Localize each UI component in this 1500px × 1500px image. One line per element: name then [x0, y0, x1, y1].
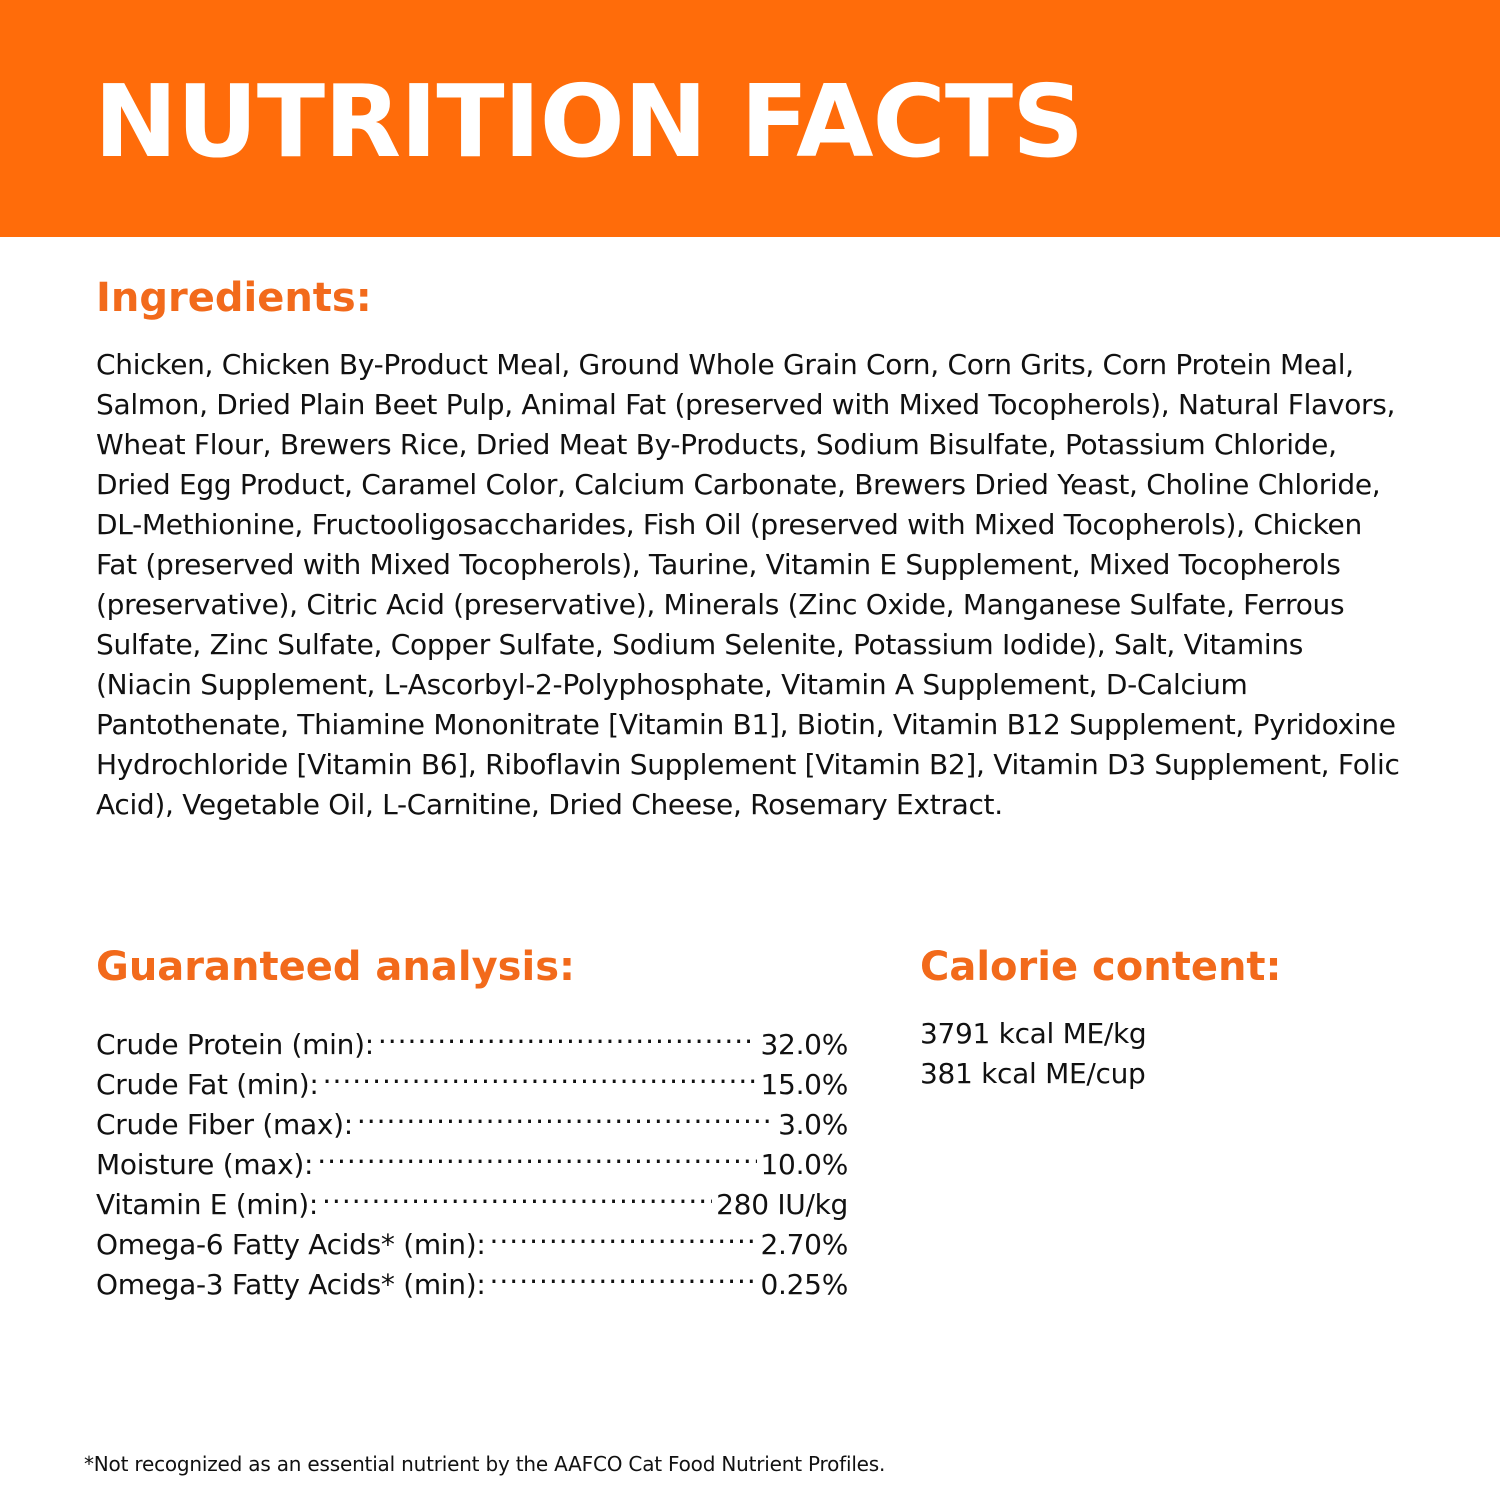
header-banner: NUTRITION FACTS [0, 0, 1500, 237]
analysis-label: Omega-6 Fatty Acids* (min): [96, 1228, 486, 1261]
analysis-row: Crude Fat (min): 15.0% [96, 1054, 848, 1101]
calorie-content-heading: Calorie content: [920, 944, 1282, 990]
analysis-label: Moisture (max): [96, 1148, 314, 1181]
dot-leader [357, 1094, 774, 1134]
analysis-label: Crude Fat (min): [96, 1068, 319, 1101]
analysis-row: Moisture (max): 10.0% [96, 1134, 848, 1181]
footnote: *Not recognized as an essential nutrient… [84, 1452, 886, 1476]
ingredients-text: Chicken, Chicken By-Product Meal, Ground… [96, 348, 1400, 821]
calorie-content-list: 3791 kcal ME/kg 381 kcal ME/cup [920, 1014, 1147, 1094]
analysis-label: Crude Fiber (max): [96, 1108, 353, 1141]
ingredients-heading: Ingredients: [96, 275, 372, 321]
analysis-row: Vitamin E (min): 280 IU/kg [96, 1174, 848, 1221]
dot-leader [323, 1054, 757, 1094]
analysis-value: 3.0% [778, 1108, 848, 1141]
analysis-value: 0.25% [760, 1268, 849, 1301]
page-title: NUTRITION FACTS [94, 63, 1084, 180]
guaranteed-analysis-list: Crude Protein (min): 32.0% Crude Fat (mi… [96, 1014, 848, 1301]
dot-leader [378, 1014, 757, 1054]
analysis-row: Crude Fiber (max): 3.0% [96, 1094, 848, 1141]
analysis-row: Omega-3 Fatty Acids* (min): 0.25% [96, 1254, 848, 1301]
analysis-value: 32.0% [760, 1028, 849, 1061]
dot-leader [490, 1214, 757, 1254]
analysis-row: Crude Protein (min): 32.0% [96, 1014, 848, 1061]
analysis-label: Vitamin E (min): [96, 1188, 319, 1221]
dot-leader [322, 1174, 712, 1214]
guaranteed-analysis-heading: Guaranteed analysis: [96, 944, 576, 990]
analysis-value: 2.70% [760, 1228, 849, 1261]
analysis-label: Omega-3 Fatty Acids* (min): [96, 1268, 486, 1301]
dot-leader [490, 1254, 757, 1294]
calorie-row: 381 kcal ME/cup [920, 1057, 1146, 1090]
analysis-value: 15.0% [760, 1068, 849, 1101]
analysis-value: 10.0% [760, 1148, 849, 1181]
calorie-row: 3791 kcal ME/kg [920, 1017, 1147, 1050]
dot-leader [317, 1134, 756, 1174]
analysis-row: Omega-6 Fatty Acids* (min): 2.70% [96, 1214, 848, 1261]
